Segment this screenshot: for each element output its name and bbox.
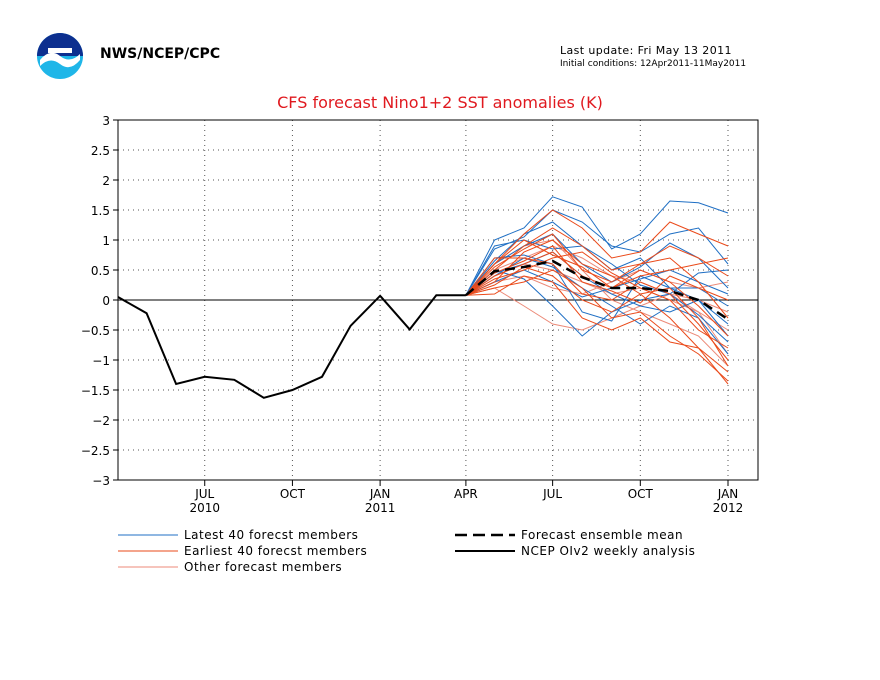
noaa-logo-icon [36, 32, 84, 84]
y-tick-label: −2.5 [81, 444, 110, 458]
y-tick-label: −2 [92, 414, 110, 428]
initial-conditions: Initial conditions: 12Apr2011-11May2011 [560, 59, 747, 69]
latest-member-line [465, 233, 729, 296]
y-tick-label: −1.5 [81, 384, 110, 398]
earliest-member-line [465, 239, 729, 296]
y-tick-label: 2 [102, 174, 110, 188]
x-tick-label: JAN [717, 487, 739, 501]
chart-title: CFS forecast Nino1+2 SST anomalies (K) [277, 93, 603, 112]
legend-label: Latest 40 forecst members [184, 528, 358, 542]
earliest-member-line [465, 233, 729, 319]
legend-label: Earliest 40 forecst members [184, 544, 367, 558]
y-tick-label: 3 [102, 114, 110, 128]
legend-label: Forecast ensemble mean [521, 528, 683, 542]
legend-label: Other forecast members [184, 560, 342, 574]
x-tick-label: JAN [369, 487, 391, 501]
x-tick-label: JUL [542, 487, 562, 501]
other-member-line [465, 269, 729, 296]
y-tick-label: 0.5 [91, 264, 110, 278]
earliest-member-line [465, 266, 729, 367]
y-tick-label: 0 [102, 294, 110, 308]
earliest-member-line [465, 251, 729, 349]
earliest-member-line [465, 245, 729, 304]
latest-member-line [465, 239, 729, 343]
y-tick-label: −0.5 [81, 324, 110, 338]
earliest-member-line [465, 209, 729, 296]
last-update: Last update: Fri May 13 2011 [560, 44, 732, 57]
analysis-line [117, 294, 466, 399]
x-tick-year: 2011 [365, 501, 396, 515]
latest-member-line [465, 196, 729, 296]
y-tick-label: −1 [92, 354, 110, 368]
y-tick-label: 2.5 [91, 144, 110, 158]
earliest-member-line [465, 275, 729, 373]
y-tick-label: 1 [102, 234, 110, 248]
x-tick-label: APR [454, 487, 478, 501]
x-tick-label: JUL [194, 487, 214, 501]
y-tick-label: 1.5 [91, 204, 110, 218]
x-tick-year: 2012 [713, 501, 744, 515]
org-name: NWS/NCEP/CPC [100, 46, 221, 62]
x-tick-label: OCT [280, 487, 306, 501]
plot-frame [117, 119, 759, 481]
y-tick-label: −3 [92, 474, 110, 488]
ensemble-mean-line [465, 259, 729, 321]
legend-label: NCEP OIv2 weekly analysis [521, 544, 695, 558]
x-tick-year: 2010 [189, 501, 220, 515]
x-tick-label: OCT [628, 487, 654, 501]
